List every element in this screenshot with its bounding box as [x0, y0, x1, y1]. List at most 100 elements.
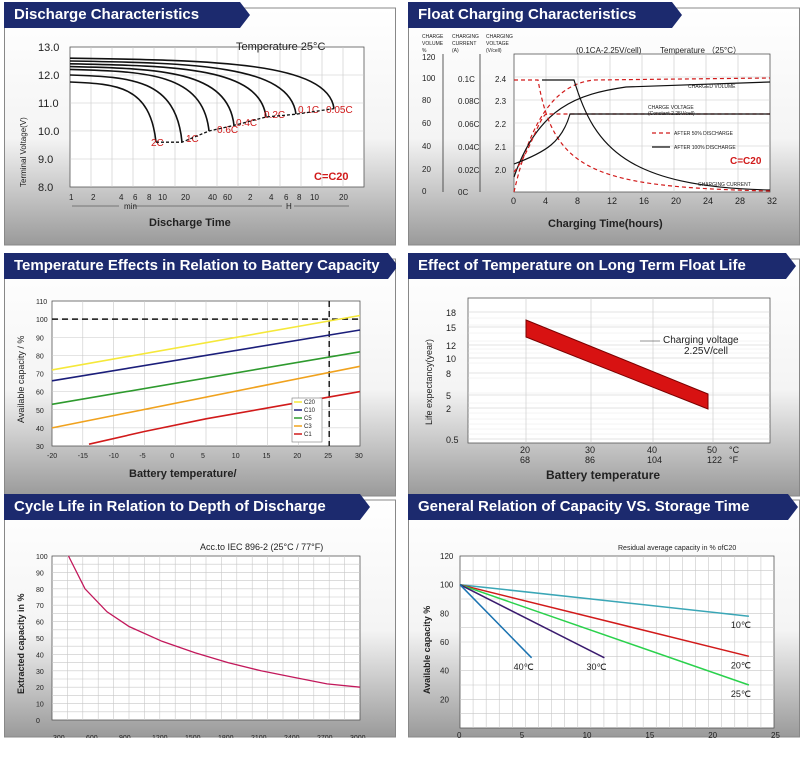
y-axis-label: Available capacity %	[422, 606, 432, 694]
x-unit-h: H	[286, 202, 292, 211]
x-tick: 10	[232, 453, 240, 460]
panel-title-banner	[408, 2, 682, 28]
x-tick: 4	[543, 196, 548, 206]
x-tick: 30	[355, 453, 363, 460]
x-tick: 2700	[317, 735, 333, 738]
curve-label: 0.4C	[236, 118, 257, 129]
x-tick: 1200	[152, 735, 168, 738]
panel-title-banner	[4, 2, 250, 28]
y-tick: 100	[36, 554, 48, 561]
y-tick: 30	[36, 669, 44, 676]
legend-label: C20	[304, 400, 316, 406]
x-tick: 1500	[185, 735, 201, 738]
x-tick: 28	[735, 196, 745, 206]
discharge-curve-2C	[69, 81, 157, 143]
y-axis-label: Life expectancy(year)	[424, 339, 434, 425]
charging-current-100	[542, 79, 771, 191]
y-tick: 50	[36, 408, 44, 415]
series-C10	[51, 329, 361, 382]
x-tick: 10	[583, 731, 592, 738]
discharge-curve-0.2C	[69, 63, 267, 118]
volume-tick: 0	[422, 187, 427, 196]
x-tick: 24	[703, 196, 713, 206]
curve-label: CHARGED VOLUME	[688, 84, 736, 90]
x-tick: 1800	[218, 735, 234, 738]
x-tick: 900	[119, 735, 131, 738]
volume-tick: 20	[422, 165, 431, 174]
discharge-curve-0.1C	[69, 60, 297, 115]
voltage-tick: 2.4	[495, 75, 507, 84]
curve-label: 0.2C	[264, 110, 285, 121]
y-tick: 11.0	[38, 98, 59, 110]
y-tick: 90	[36, 335, 44, 342]
x-tick: 60	[223, 193, 232, 202]
x-tick-celsius: 30	[585, 445, 595, 455]
panel-title: Float Charging Characteristics	[418, 6, 637, 23]
life-band	[525, 319, 709, 410]
volume-tick: 80	[422, 96, 431, 105]
y-tick: 2	[446, 404, 451, 414]
discharge-curve-0.05C	[69, 57, 335, 109]
x-tick: 300	[53, 735, 65, 738]
series-label: 40℃	[514, 662, 534, 672]
panel-title-banner	[408, 253, 796, 279]
curve-label: (Constant 2.25V/cell)	[648, 111, 695, 117]
curve-label: 0.6C	[217, 125, 238, 136]
x-unit-min: min	[124, 202, 137, 211]
x-tick-fahrenheit: 104	[647, 455, 662, 465]
x-tick: 8	[297, 193, 302, 202]
x-tick: 0	[170, 453, 174, 460]
volume-tick: 60	[422, 119, 431, 128]
series-25℃	[459, 583, 750, 686]
legend-label: C1	[304, 432, 312, 438]
x-tick: 20	[708, 731, 717, 738]
y-tick: 40	[440, 667, 449, 676]
storage-chart: 120100806040200510152025Storage time in …	[408, 494, 800, 738]
cycle-chart: 1009080706050403020100300600900120015001…	[4, 494, 396, 738]
charging-voltage-50	[513, 113, 770, 173]
x-tick: 15	[645, 731, 654, 738]
y-tick: 80	[36, 587, 44, 594]
y-tick: 60	[36, 620, 44, 627]
x-tick-fahrenheit: 68	[520, 455, 530, 465]
x-tick: 0	[457, 731, 462, 738]
y-tick: 0.5	[446, 435, 459, 445]
discharge-chart: 13.012.011.010.09.08.01 2 4 6 8 10 20 40 60 2 4 6 8 1…	[4, 2, 396, 246]
x-tick-fahrenheit: 86	[585, 455, 595, 465]
y-tick: 100	[36, 317, 48, 324]
column-header: CHARGE	[422, 34, 444, 40]
y-tick: 8.0	[38, 182, 53, 194]
x-tick: 6	[284, 193, 289, 202]
x-tick: 10	[158, 193, 167, 202]
y-tick: 8	[446, 369, 451, 379]
y-axis-label: Available capacity / %	[16, 336, 26, 423]
y-tick: 30	[36, 444, 44, 451]
panel-title: Temperature Effects in Relation to Batte…	[14, 257, 380, 274]
x-tick: 3000	[350, 735, 366, 738]
charged-volume-100	[513, 81, 771, 178]
x-tick: 25	[324, 453, 332, 460]
x-tick: 4	[119, 193, 124, 202]
series-30℃	[459, 584, 605, 659]
y-tick: 12.0	[38, 70, 59, 82]
x-tick-fahrenheit: 122	[707, 455, 722, 465]
residual-annotation: Residual average capacity in % ofC20	[618, 545, 736, 552]
float-chart: CHARGEVOLUME%CHARGINGCURRENT(A)CHARGINGV…	[408, 2, 800, 246]
y-tick: 12	[446, 341, 456, 351]
x-tick: 2400	[284, 735, 300, 738]
series-10℃	[459, 583, 749, 617]
legend-label: AFTER 50% DISCHARGE	[674, 131, 734, 137]
series-40℃	[459, 584, 533, 659]
unit-celsius: °C	[729, 445, 740, 455]
y-axis-label: Terminal Voltage(V)	[19, 117, 28, 187]
y-tick: 40	[36, 426, 44, 433]
panel-storage: 120100806040200510152025Storage time in …	[408, 494, 800, 738]
panel-title-banner	[4, 253, 396, 279]
voltage-tick: 2.0	[495, 166, 507, 175]
curve-label: 2C	[151, 138, 164, 149]
current-tick: 0C	[458, 188, 468, 197]
x-tick: 2	[248, 193, 253, 202]
y-tick: 90	[36, 570, 44, 577]
x-tick: 1	[69, 193, 74, 202]
panel-title: General Relation of Capacity VS. Storage…	[418, 498, 750, 515]
